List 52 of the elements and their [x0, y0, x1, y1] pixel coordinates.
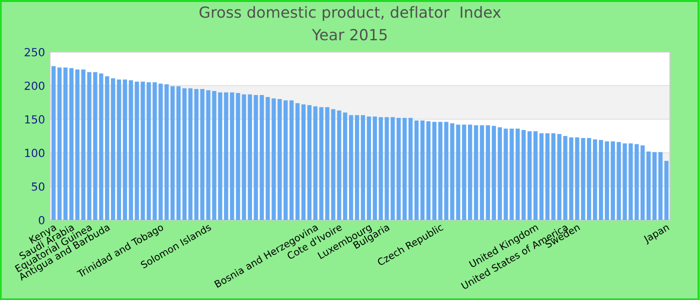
bar [545, 133, 550, 220]
bar [480, 125, 484, 220]
bar [170, 86, 175, 220]
bar [307, 105, 312, 220]
bar [230, 92, 234, 220]
bar [408, 118, 413, 220]
bar [426, 121, 431, 220]
bar [664, 160, 669, 220]
bar [248, 94, 252, 220]
bar [182, 88, 187, 220]
y-tick-label: 0 [38, 216, 44, 224]
bar [468, 124, 472, 220]
bar [420, 120, 425, 220]
bar [586, 138, 592, 220]
bar [122, 80, 128, 220]
bar [128, 80, 134, 220]
bar [646, 151, 651, 220]
bar [236, 92, 240, 220]
y-tick-label: 200 [24, 82, 44, 90]
bar [539, 133, 544, 220]
bar [354, 115, 360, 220]
bar [57, 67, 62, 220]
bar [598, 140, 604, 220]
y-tick-label: 100 [25, 148, 44, 158]
bar [301, 104, 306, 220]
bar [474, 125, 478, 220]
bar [658, 152, 663, 220]
bar [414, 120, 419, 220]
chart-subtitle: Year 2015 [312, 28, 387, 40]
y-tick-label: 50 [32, 182, 44, 191]
bar [110, 78, 116, 220]
y-tick-label: 150 [25, 115, 44, 124]
bar [116, 80, 122, 220]
bar [289, 100, 294, 220]
bar [188, 88, 193, 220]
bar [51, 66, 56, 220]
bar [63, 67, 68, 220]
bar [69, 68, 74, 220]
bar [604, 141, 610, 220]
bar [242, 94, 246, 220]
bar [652, 152, 657, 220]
bar [486, 125, 490, 220]
chart-title: Gross domestic product, deflator Index [200, 6, 501, 21]
bar [533, 131, 538, 220]
bar [527, 131, 532, 220]
bar [592, 139, 598, 220]
y-tick-label: 250 [24, 48, 44, 56]
bar [176, 86, 181, 220]
bar [366, 116, 372, 220]
bar [295, 103, 300, 220]
bar [348, 115, 354, 220]
bar [360, 115, 366, 220]
